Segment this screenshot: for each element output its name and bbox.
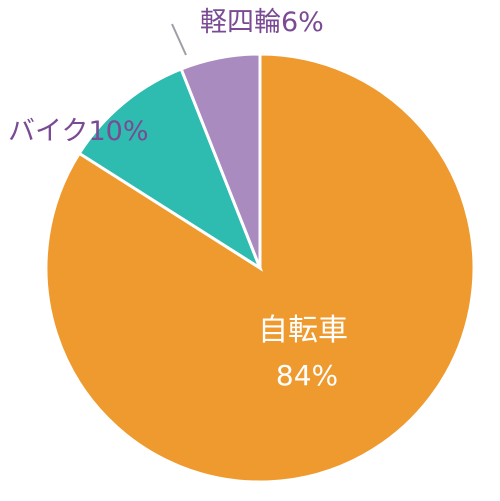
slice-label-kei-name: 軽四輪 — [200, 7, 281, 38]
slice-label-kei: 軽四輪6% — [200, 7, 324, 38]
pie-slices — [44, 52, 476, 484]
slice-label-bicycle-percent: 84% — [276, 359, 338, 392]
pie-slice-bike — [77, 67, 264, 272]
slice-label-bike: バイク10% — [8, 116, 148, 147]
slice-label-bike-percent: 10% — [88, 116, 148, 147]
slice-label-bicycle-name: 自転車 — [258, 313, 348, 348]
pie-slice-bicycle — [44, 52, 476, 484]
leader-line-kei — [171, 23, 187, 56]
slice-label-kei-percent: 6% — [281, 7, 324, 38]
slice-label-bike-name: バイク — [8, 116, 88, 147]
pie-slice-kei — [179, 52, 262, 269]
